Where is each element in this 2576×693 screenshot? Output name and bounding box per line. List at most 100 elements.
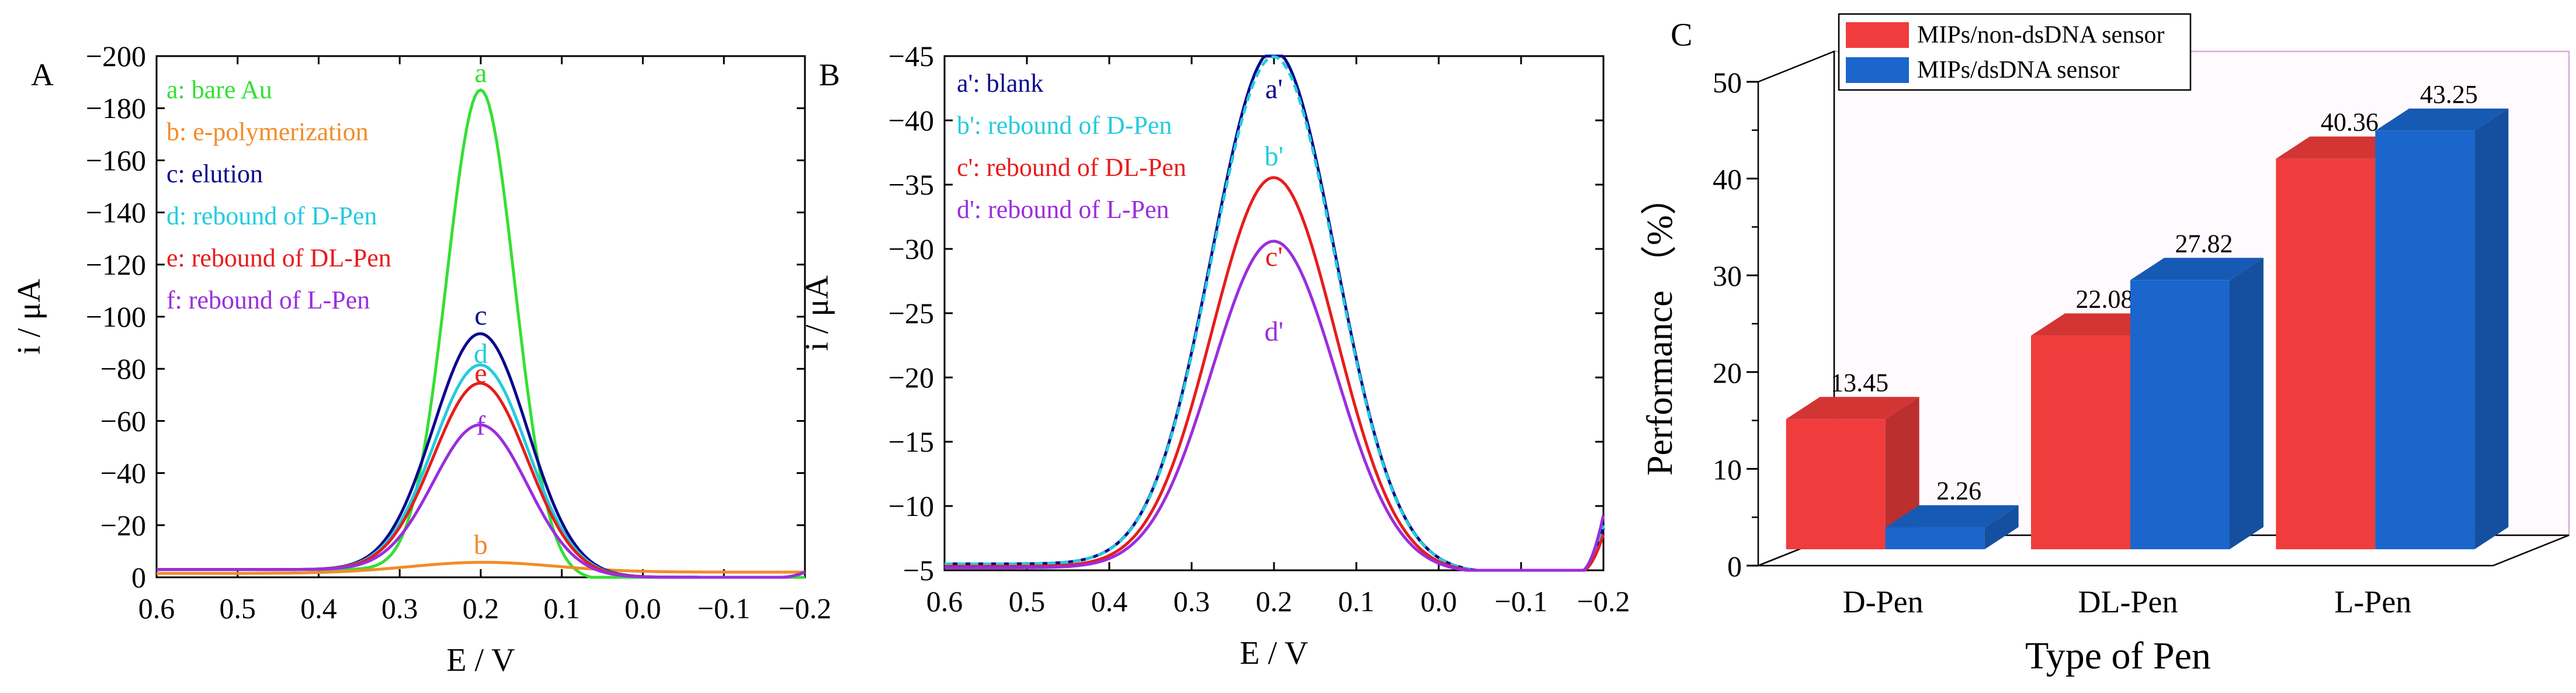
- y-tick-label: 40: [1713, 163, 1742, 196]
- y-tick-label: 30: [1713, 259, 1742, 292]
- panel-a-chart: A 0.6 0.5 0.4 0.3 0.2 0.1 0.0 −0.1 −0.2 0 −20 −40 −60…: [11, 40, 831, 678]
- x-tick-label: 0.6: [138, 592, 175, 625]
- y-axis-label: i / μA: [11, 279, 47, 355]
- legend-entry: e: rebound of DL-Pen: [166, 244, 391, 272]
- bar-side: [1984, 505, 2019, 549]
- x-tick-label: 0.3: [1174, 585, 1210, 618]
- y-tick-label: −120: [86, 248, 146, 281]
- x-tick-label: 0.0: [1421, 585, 1457, 618]
- data-label: 22.08: [2076, 285, 2134, 313]
- panel-c-chart: C 0 10 20 30 40 50 MIPs/non-dsDNA sensor MIPs/ds…: [1640, 13, 2570, 677]
- x-tick-label: 0.0: [624, 592, 661, 625]
- bar-front: [2276, 158, 2376, 549]
- y-tick-label: 0: [131, 561, 146, 594]
- bar-top: [1786, 397, 1919, 420]
- bar-front: [2375, 130, 2475, 549]
- y-tick-label: 20: [1713, 356, 1742, 389]
- curve-label-c: c: [474, 300, 487, 331]
- y-tick-label: −20: [100, 509, 146, 542]
- y-axis-label: Performance （%）: [1640, 179, 1680, 476]
- y-tick-label: −60: [100, 404, 146, 437]
- legend-entry: d: rebound of D-Pen: [166, 202, 377, 230]
- curve-label-b: b: [474, 529, 488, 560]
- x-tick-label: 0.1: [1338, 585, 1375, 618]
- curve-label-a: a: [474, 57, 487, 88]
- x-tick-label: 0.5: [1009, 585, 1046, 618]
- data-label: 40.36: [2321, 108, 2379, 137]
- legend-entry: c': rebound of DL-Pen: [957, 153, 1186, 182]
- legend-swatch: [1846, 22, 1909, 48]
- x-tick-label: −0.2: [1577, 585, 1630, 618]
- x-tick-label: −0.1: [1495, 585, 1548, 618]
- y-tick-label: −5: [903, 554, 934, 587]
- y-tick-label: −200: [86, 40, 146, 72]
- legend-entry: MIPs/dsDNA sensor: [1917, 57, 2120, 84]
- x-tick-label: 0.4: [300, 592, 337, 625]
- series-line-f: [157, 423, 806, 579]
- y-tick-label: −20: [888, 361, 934, 394]
- curve-label-d: d: [474, 338, 488, 369]
- y-tick-label: 50: [1713, 66, 1742, 99]
- curve-label-ap: a': [1265, 74, 1283, 105]
- y-tick-label: −25: [888, 297, 934, 330]
- y-tick-label: −35: [888, 168, 934, 201]
- y-tick-label: 10: [1713, 453, 1742, 486]
- x-tick-label: 0.2: [1256, 585, 1293, 618]
- x-tick-label: −0.2: [779, 592, 832, 625]
- panel-letter: C: [1671, 17, 1692, 53]
- panel-letter: B: [819, 57, 840, 92]
- y-tick-label: −15: [888, 425, 934, 458]
- y-tick-label: −180: [86, 92, 146, 124]
- legend-entry: b: e-polymerization: [166, 117, 369, 146]
- data-label: 43.25: [2420, 80, 2478, 109]
- panel-b-chart: B 0.6 0.5 0.4 0.3 0.2 0.1 0.0 −0.1 −0.2 −5 −10 −15 −2…: [799, 40, 1630, 671]
- x-category-label: DL-Pen: [2078, 584, 2178, 619]
- bar-front: [1786, 419, 1886, 549]
- series-line-d': [945, 240, 1605, 572]
- curve-label-e: e: [474, 358, 487, 389]
- x-axis-label: E / V: [1240, 635, 1308, 671]
- bar-front: [2031, 335, 2130, 549]
- curve-label-bp: b': [1265, 141, 1284, 172]
- legend-entry: f: rebound of L-Pen: [166, 286, 370, 314]
- x-tick-label: 0.6: [926, 585, 963, 618]
- bar-top: [2375, 108, 2509, 131]
- y-axis-label: i / μA: [799, 275, 835, 351]
- y-tick-label: −140: [86, 196, 146, 229]
- series-line-c': [945, 176, 1605, 572]
- x-tick-label: 0.5: [220, 592, 256, 625]
- curve-label-cp: c': [1265, 241, 1283, 272]
- data-label: 27.82: [2175, 229, 2233, 258]
- legend-entry: MIPs/non-dsDNA sensor: [1917, 22, 2165, 48]
- y-tick-label: −40: [888, 104, 934, 137]
- x-tick-label: 0.4: [1091, 585, 1128, 618]
- x-tick-label: 0.1: [544, 592, 581, 625]
- bar-side: [2474, 108, 2509, 549]
- curve-label-f: f: [476, 410, 485, 441]
- x-category-label: L-Pen: [2334, 584, 2411, 619]
- bar-top: [1885, 505, 2019, 528]
- x-axis-label: E / V: [446, 642, 515, 678]
- series-line-b: [157, 560, 805, 575]
- legend-entry: a: bare Au: [166, 75, 272, 104]
- legend-swatch: [1846, 57, 1909, 83]
- x-axis-label: Type of Pen: [2025, 635, 2211, 677]
- y-tick-label: −45: [888, 40, 934, 72]
- data-label: 13.45: [1831, 368, 1888, 397]
- y-tick-label: −160: [86, 144, 146, 176]
- y-tick-label: −80: [100, 352, 146, 385]
- y-tick-label: −10: [888, 490, 934, 522]
- legend-entry: c: elution: [166, 160, 263, 188]
- bar-front: [2130, 280, 2230, 549]
- bar-front: [1885, 527, 1985, 549]
- y-tick-label: −100: [86, 300, 146, 333]
- legend-entry: d': rebound of L-Pen: [957, 195, 1169, 224]
- y-tick-label: 0: [1727, 550, 1742, 583]
- x-tick-label: 0.3: [381, 592, 418, 625]
- x-tick-label: −0.1: [697, 592, 751, 625]
- y-tick-label: −30: [888, 233, 934, 265]
- bar-top: [2130, 258, 2263, 280]
- x-category-label: D-Pen: [1843, 584, 1924, 619]
- legend-entry: b': rebound of D-Pen: [957, 111, 1172, 140]
